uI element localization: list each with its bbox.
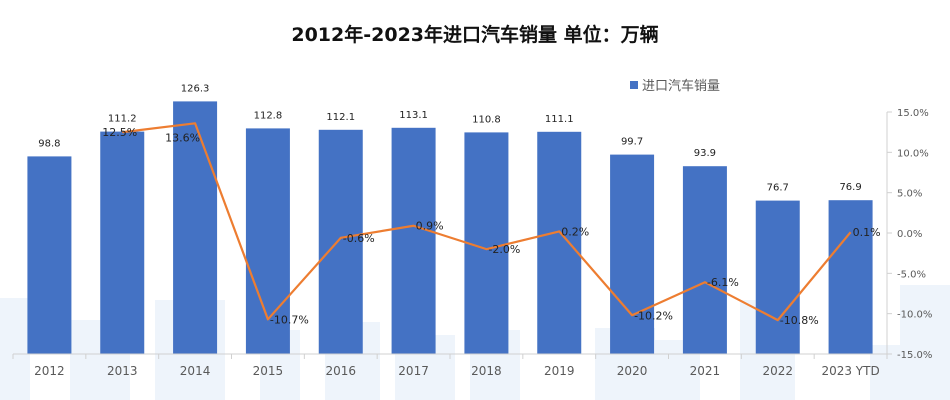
x-tick-label: 2018 <box>471 364 502 378</box>
bar <box>391 127 436 354</box>
x-tick-label: 2021 <box>690 364 721 378</box>
line-data-label: -6.1% <box>707 276 739 289</box>
right-tick-label: 10.0% <box>897 148 929 159</box>
line-data-label: -2.0% <box>488 243 520 256</box>
bar <box>610 154 655 354</box>
right-tick-label: -5.0% <box>897 269 926 280</box>
line-data-label: -10.2% <box>634 309 673 322</box>
x-tick-label: 2012 <box>34 364 65 378</box>
line-data-label: 13.6% <box>165 131 200 144</box>
bar-data-labels: 98.8 111.2 126.3 112.8 112.1 113.1 110.8 111.1 9… <box>38 83 861 193</box>
bar-data-label: 126.3 <box>181 83 210 94</box>
legend: 进口汽车销量 <box>630 78 720 94</box>
right-tick-label: -15.0% <box>897 350 932 361</box>
bar-data-label: 99.7 <box>621 137 643 148</box>
line-data-label: -0.6% <box>343 232 375 245</box>
bar <box>100 131 145 354</box>
x-tick-label: 2023 YTD <box>821 364 879 378</box>
x-tick-label: 2015 <box>253 364 284 378</box>
bar <box>828 200 873 354</box>
bar <box>318 129 363 354</box>
x-axis: 2012 2013 2014 2015 2016 2017 2018 2019 2020 2021… <box>12 353 888 378</box>
background-block <box>900 285 950 400</box>
x-tick-label: 2019 <box>544 364 575 378</box>
bar <box>464 132 509 354</box>
line-series <box>122 122 852 322</box>
bar-data-label: 110.8 <box>472 114 501 125</box>
line-data-label: 0.2% <box>561 225 589 238</box>
bar-data-label: 98.8 <box>38 138 60 149</box>
legend-label: 进口汽车销量 <box>642 78 720 94</box>
bar <box>537 131 582 354</box>
right-tick-label: -10.0% <box>897 310 932 321</box>
bar-data-label: 111.1 <box>545 114 574 125</box>
bar-data-label: 111.2 <box>108 114 137 125</box>
bar-data-label: 76.9 <box>839 182 861 193</box>
right-tick-label: 15.0% <box>897 108 929 119</box>
line-data-label: 0.1% <box>853 226 881 239</box>
bar <box>682 166 727 354</box>
line-data-label: -10.8% <box>780 314 819 327</box>
bar-data-label: 76.7 <box>767 183 789 194</box>
line-data-label: -10.7% <box>270 313 309 326</box>
bar-data-label: 112.1 <box>326 112 355 123</box>
x-tick-label: 2016 <box>325 364 356 378</box>
chart-title: 2012年-2023年进口汽车销量 单位：万辆 <box>291 24 659 46</box>
bar-series <box>27 101 873 355</box>
bar <box>173 101 218 355</box>
right-tick-label: 5.0% <box>897 189 922 200</box>
right-y-axis: 15.0% 10.0% 5.0% 0.0% -5.0% -10.0% -15.0% <box>886 108 932 361</box>
right-tick-label: 0.0% <box>897 229 922 240</box>
bar <box>755 200 800 354</box>
line-data-label: 0.9% <box>416 220 444 233</box>
bar-data-label: 112.8 <box>254 110 283 121</box>
growth-line <box>122 122 852 322</box>
x-tick-label: 2017 <box>398 364 429 378</box>
legend-swatch <box>630 81 638 89</box>
bar-data-label: 93.9 <box>694 148 716 159</box>
bar <box>27 156 72 354</box>
line-data-label: 12.5% <box>102 126 137 139</box>
bar-data-label: 113.1 <box>399 110 428 121</box>
x-tick-label: 2022 <box>762 364 793 378</box>
x-tick-label: 2013 <box>107 364 138 378</box>
line-data-labels: 12.5% 13.6% -10.7% -0.6% 0.9% -2.0% 0.2% -10.2%… <box>102 126 880 327</box>
x-tick-label: 2020 <box>617 364 648 378</box>
background-block <box>0 298 30 400</box>
x-tick-label: 2014 <box>180 364 211 378</box>
